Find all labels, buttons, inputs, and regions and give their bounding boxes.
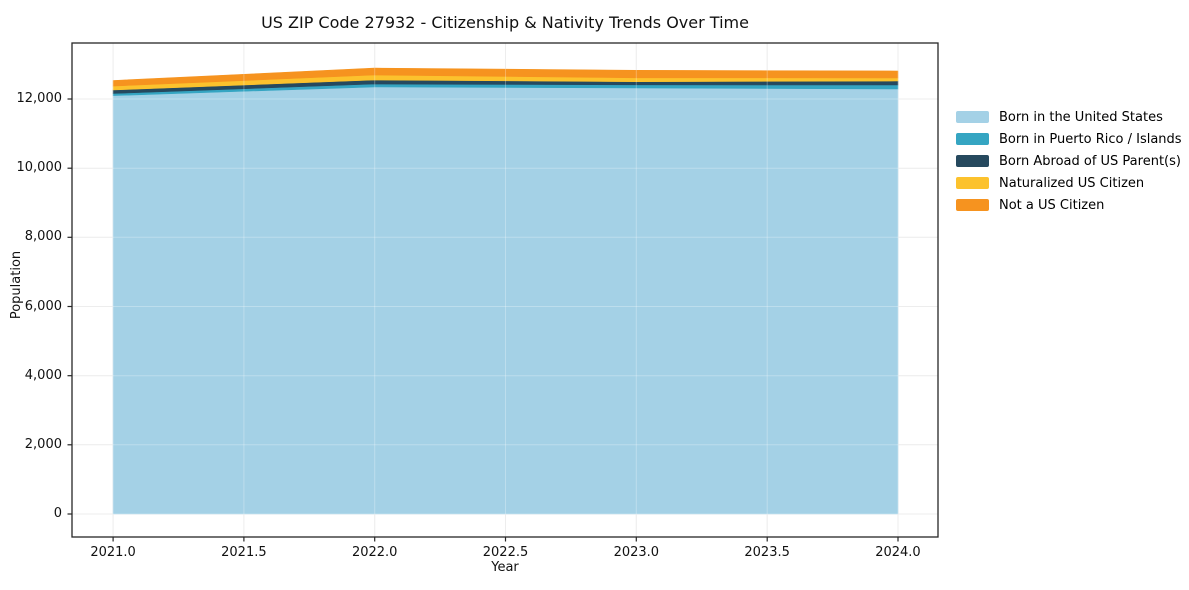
y-tick-label: 2,000 bbox=[24, 436, 62, 452]
area-not-a-us-citizen bbox=[112, 67, 899, 87]
x-tick-label: 2023.5 bbox=[744, 545, 790, 560]
legend-item: Not a US Citizen bbox=[956, 194, 1182, 216]
x-tick-label: 2021.0 bbox=[90, 545, 136, 560]
legend-swatch bbox=[956, 177, 989, 189]
x-tick-label: 2021.5 bbox=[221, 545, 267, 560]
y-tick-label: 4,000 bbox=[24, 367, 62, 383]
x-tick-label: 2024.0 bbox=[875, 545, 921, 560]
y-tick-label: 0 bbox=[53, 506, 62, 521]
x-tick-label: 2022.0 bbox=[351, 545, 398, 560]
x-tick-label: 2023.0 bbox=[613, 545, 660, 560]
x-tick-label: 2022.5 bbox=[482, 545, 529, 560]
legend-swatch bbox=[956, 155, 989, 167]
legend-swatch bbox=[956, 111, 989, 123]
legend-label: Naturalized US Citizen bbox=[999, 175, 1145, 191]
legend-label: Born Abroad of US Parent(s) bbox=[999, 153, 1181, 169]
legend-swatch bbox=[956, 199, 989, 211]
y-axis-label: Population bbox=[9, 250, 24, 320]
chart-title: US ZIP Code 27932 - Citizenship & Nativi… bbox=[261, 13, 749, 32]
x-axis-label: Year bbox=[491, 560, 519, 575]
legend-item: Born in Puerto Rico / Islands bbox=[956, 128, 1182, 150]
legend-item: Born in the United States bbox=[956, 106, 1182, 128]
y-tick-label: 6,000 bbox=[24, 298, 62, 314]
legend-item: Naturalized US Citizen bbox=[956, 172, 1182, 194]
legend-item: Born Abroad of US Parent(s) bbox=[956, 150, 1182, 172]
legend-label: Born in Puerto Rico / Islands bbox=[999, 131, 1182, 147]
legend-label: Not a US Citizen bbox=[999, 197, 1105, 213]
legend-swatch bbox=[956, 133, 989, 145]
legend: Born in the United States Born in Puerto … bbox=[956, 106, 1182, 216]
legend-label: Born in the United States bbox=[999, 109, 1163, 125]
y-tick-label: 8,000 bbox=[24, 229, 62, 245]
y-tick-label: 10,000 bbox=[16, 160, 63, 176]
y-tick-label: 12,000 bbox=[16, 91, 63, 107]
